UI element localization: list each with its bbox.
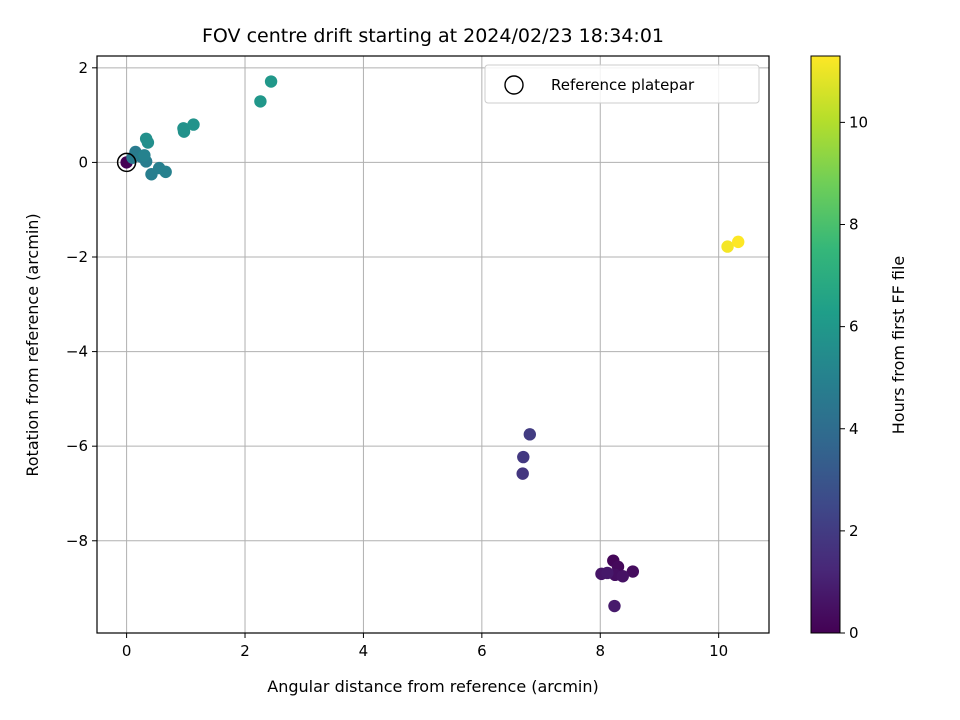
reference-platepar-marker (116, 152, 137, 173)
colorbar-tick-label: 4 (849, 420, 859, 438)
colorbar-tick-label: 8 (849, 216, 859, 234)
y-tick-label: −2 (66, 248, 88, 266)
x-axis-label: Angular distance from reference (arcmin) (267, 677, 598, 696)
scatter-point (601, 566, 614, 580)
colorbar: 0 2 4 6 8 10 Hours from first FF file (810, 55, 908, 642)
y-axis: 2 0 −2 −4 −6 −8 (66, 59, 97, 550)
legend-marker-reference (504, 75, 524, 95)
legend-label-reference: Reference platepar (551, 76, 695, 94)
x-tick-label: 2 (240, 642, 250, 660)
x-tick-label: 4 (359, 642, 369, 660)
scatter-point (523, 428, 537, 441)
scatter-point (516, 467, 529, 480)
y-axis-label: Rotation from reference (arcmin) (23, 213, 42, 476)
x-tick-label: 10 (709, 642, 728, 660)
x-tick-label: 6 (477, 642, 487, 660)
scatter-point (139, 132, 153, 145)
scatter-point (616, 570, 629, 583)
scatter-point (254, 95, 267, 108)
scatter-point (608, 599, 621, 613)
scatter-point (732, 235, 745, 249)
y-tick-label: −6 (66, 437, 88, 455)
x-axis: 0 2 4 6 8 10 (122, 633, 728, 660)
chart-title: FOV centre drift starting at 2024/02/23 … (202, 25, 664, 47)
scatter-point (177, 122, 190, 135)
scatter-point (626, 565, 640, 578)
scatter-point (138, 149, 151, 162)
x-tick-label: 0 (122, 642, 132, 660)
colorbar-tick-label: 2 (849, 522, 859, 540)
y-tick-label: −4 (66, 343, 88, 361)
scatter-point (264, 75, 278, 88)
colorbar-ticks: 0 2 4 6 8 10 (840, 113, 868, 642)
plot-frame (96, 55, 770, 634)
scatter-point (187, 118, 200, 131)
y-tick-label: 0 (78, 153, 88, 171)
x-tick-label: 8 (595, 642, 605, 660)
colorbar-tick-label: 6 (849, 318, 859, 336)
colorbar-tick-label: 0 (849, 624, 859, 642)
grid (97, 56, 769, 633)
reference-marker (116, 152, 137, 173)
scatter-point (159, 165, 172, 179)
data-points (120, 75, 745, 613)
scatter-point (721, 240, 734, 253)
y-tick-label: −8 (66, 532, 88, 550)
colorbar-tick-label: 10 (849, 113, 868, 131)
legend-box (484, 64, 760, 104)
scatter-point (517, 450, 530, 464)
colorbar-fill (810, 55, 841, 634)
legend: Reference platepar (484, 64, 760, 104)
colorbar-label: Hours from first FF file (889, 256, 908, 435)
y-tick-label: 2 (78, 59, 88, 77)
